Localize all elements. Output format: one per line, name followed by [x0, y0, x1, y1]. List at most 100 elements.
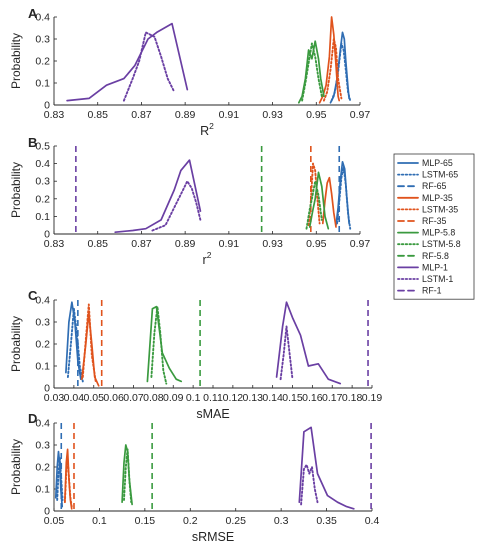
y-tick-label: 0.4: [35, 12, 50, 24]
x-tick-label: 0.14: [262, 392, 283, 404]
series-lstm-5-8: [123, 448, 133, 504]
y-tick-label: 0: [44, 383, 50, 395]
y-tick-label: 0: [44, 100, 50, 112]
x-tick-label: 0.35: [316, 515, 337, 527]
x-tick-label: 0.04: [64, 392, 85, 404]
x-tick-label: 0.93: [262, 238, 283, 250]
y-tick-label: 0.4: [35, 295, 50, 307]
x-tick-label: 0.95: [306, 109, 327, 121]
legend-label: RF-35: [422, 216, 447, 226]
y-tick-label: 0.2: [35, 56, 50, 68]
series-lstm-35: [322, 38, 343, 102]
y-tick-label: 0.2: [35, 462, 50, 474]
x-axis-label-superscript: 2: [209, 121, 214, 131]
series-mlp-5-8: [297, 40, 325, 104]
x-axis-label: sMAE: [196, 407, 229, 421]
x-tick-label: 0.05: [44, 515, 65, 527]
series-mlp-5-8: [308, 171, 330, 230]
x-tick-label: 0.08: [143, 392, 164, 404]
y-axis-label: Probability: [9, 162, 23, 218]
y-tick-label: 0.3: [35, 440, 50, 452]
legend-label: MLP-35: [422, 193, 453, 203]
x-tick-label: 0.17: [322, 392, 343, 404]
series-mlp-1: [275, 301, 342, 385]
y-axis-label: Probability: [9, 316, 23, 372]
x-axis-label: r2: [203, 250, 212, 267]
x-tick-label: 0.19: [362, 392, 383, 404]
legend-label: RF-1: [422, 286, 442, 296]
panel-label: D: [28, 411, 37, 426]
legend-item: LSTM-35: [397, 204, 458, 214]
series-lstm-1: [151, 180, 202, 232]
x-tick-label: 0.95: [306, 238, 327, 250]
panel-c: C00.10.20.30.40.03 0.04 0.05 0.06 0.07 0.08 0.…: [9, 288, 382, 421]
x-tick-label: 0.93: [262, 109, 283, 121]
legend-item: MLP-1: [397, 262, 448, 272]
x-tick-label: 0.91: [219, 109, 240, 121]
x-tick-label: 0.3: [274, 515, 289, 527]
legend-label: LSTM-35: [422, 204, 458, 214]
series-lstm-35: [81, 303, 97, 383]
series-lstm-1: [279, 325, 294, 381]
x-tick-label: 0.15: [135, 515, 156, 527]
legend-label: RF-5.8: [422, 251, 449, 261]
legend-item: MLP-5.8: [397, 228, 455, 238]
y-tick-label: 0.3: [35, 34, 50, 46]
y-tick-label: 0.1: [35, 211, 50, 223]
series-mlp-1: [66, 22, 189, 102]
series-lstm-65: [336, 166, 352, 230]
legend-box: [393, 153, 475, 300]
legend-label: MLP-5.8: [422, 228, 455, 238]
x-tick-label: 0.03: [44, 392, 65, 404]
panel-label: C: [28, 288, 38, 303]
x-tick-label: 0.1: [92, 515, 107, 527]
x-tick-label: 0.83: [44, 238, 65, 250]
legend-label: MLP-1: [422, 262, 448, 272]
x-tick-label: 0.97: [350, 238, 371, 250]
legend-item: RF-5.8: [397, 251, 449, 261]
x-tick-label: 0.05: [84, 392, 105, 404]
x-tick-label: 0.09: [163, 392, 184, 404]
y-tick-label: 0: [44, 506, 50, 518]
legend-item: RF-65: [397, 181, 447, 191]
y-tick-label: 0.1: [35, 78, 50, 90]
series-lstm-5-8: [301, 42, 323, 102]
x-tick-label: 0.12: [223, 392, 244, 404]
series-lstm-1: [122, 31, 176, 102]
legend-label: MLP-65: [422, 158, 453, 168]
y-axis-label: Probability: [9, 33, 23, 89]
x-tick-label: 0.2: [183, 515, 198, 527]
series-lstm-65: [330, 42, 352, 102]
legend-item: RF-1: [397, 286, 442, 296]
y-tick-label: 0.4: [35, 158, 50, 170]
y-tick-label: 0: [44, 229, 50, 241]
series-lstm-5-8: [305, 180, 323, 230]
legend-item: MLP-65: [397, 158, 453, 168]
legend-label: RF-65: [422, 181, 447, 191]
legend-label: LSTM-5.8: [422, 239, 461, 249]
x-axis-label: sRMSE: [192, 530, 234, 544]
panel-d: D 0 0.1 0.2 0.3 0.4 0.05 0.1 0.15 0.2 0.25 0.3 0.35 0…: [9, 411, 379, 544]
panel-label: B: [28, 135, 37, 150]
panel-b: B 0 0.1 0.2 0.3 0.4 0.5 0.83 0.85 0.87 0.89 0.91 0.9…: [9, 135, 370, 267]
x-axis-label: R2: [200, 121, 214, 138]
x-tick-label: 0.11: [203, 392, 223, 404]
y-tick-label: 0.2: [35, 193, 50, 205]
series-mlp-35: [321, 176, 337, 228]
y-tick-label: 0.1: [35, 484, 50, 496]
series-lstm-35: [63, 457, 73, 508]
x-tick-label: 0.85: [87, 238, 108, 250]
y-tick-label: 0.5: [35, 141, 50, 153]
legend-item: LSTM-5.8: [397, 239, 461, 249]
x-tick-label: 0.1: [186, 392, 201, 404]
x-tick-label: 0.4: [365, 515, 380, 527]
series-lstm-5-8: [150, 305, 168, 385]
legend-item: LSTM-1: [397, 274, 453, 284]
y-tick-label: 0.3: [35, 317, 50, 329]
series-mlp-1: [298, 426, 355, 510]
legend-item: MLP-35: [397, 193, 453, 203]
x-tick-label: 0.97: [350, 109, 371, 121]
x-tick-label: 0.89: [175, 238, 196, 250]
legend-label: LSTM-65: [422, 170, 458, 180]
